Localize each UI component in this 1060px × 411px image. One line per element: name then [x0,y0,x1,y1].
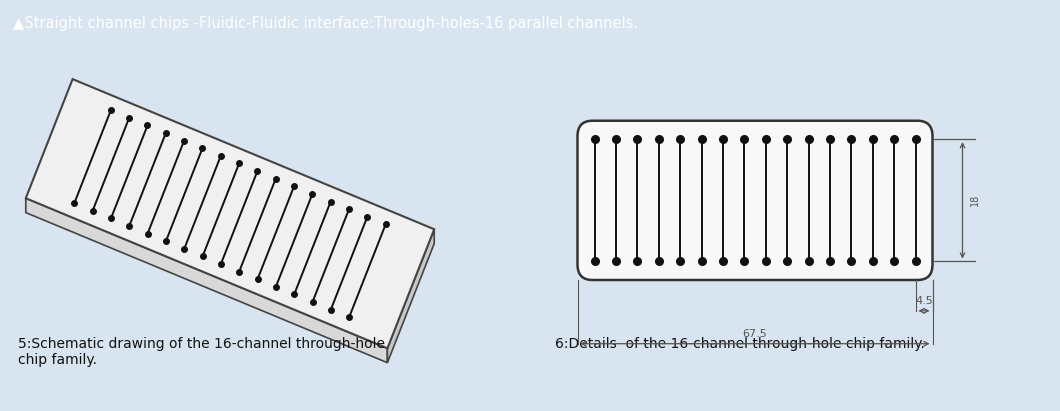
Text: 67.5: 67.5 [743,328,767,339]
Text: ▲Straight channel chips -Fluidic-Fluidic interface:Through-holes-16 parallel cha: ▲Straight channel chips -Fluidic-Fluidic… [13,16,638,31]
Text: 6:Details  of the 16-channel through-hole chip family.: 6:Details of the 16-channel through-hole… [555,337,925,351]
Text: 18: 18 [970,194,979,206]
FancyBboxPatch shape [578,121,933,280]
Text: 5:Schematic drawing of the 16-channel through-hole
chip family.: 5:Schematic drawing of the 16-channel th… [18,337,385,367]
Polygon shape [387,229,435,363]
Polygon shape [25,79,435,348]
Polygon shape [25,198,387,363]
Text: 4.5: 4.5 [915,296,933,306]
